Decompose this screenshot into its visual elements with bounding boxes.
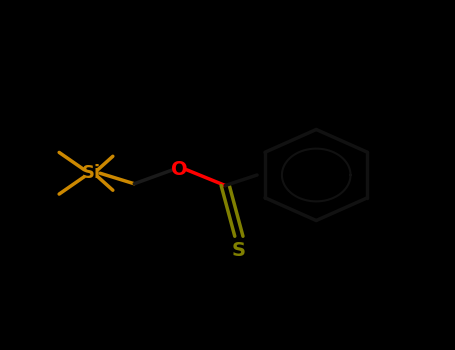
Text: S: S — [232, 241, 246, 260]
Text: Si: Si — [81, 164, 101, 182]
Text: O: O — [172, 160, 188, 179]
